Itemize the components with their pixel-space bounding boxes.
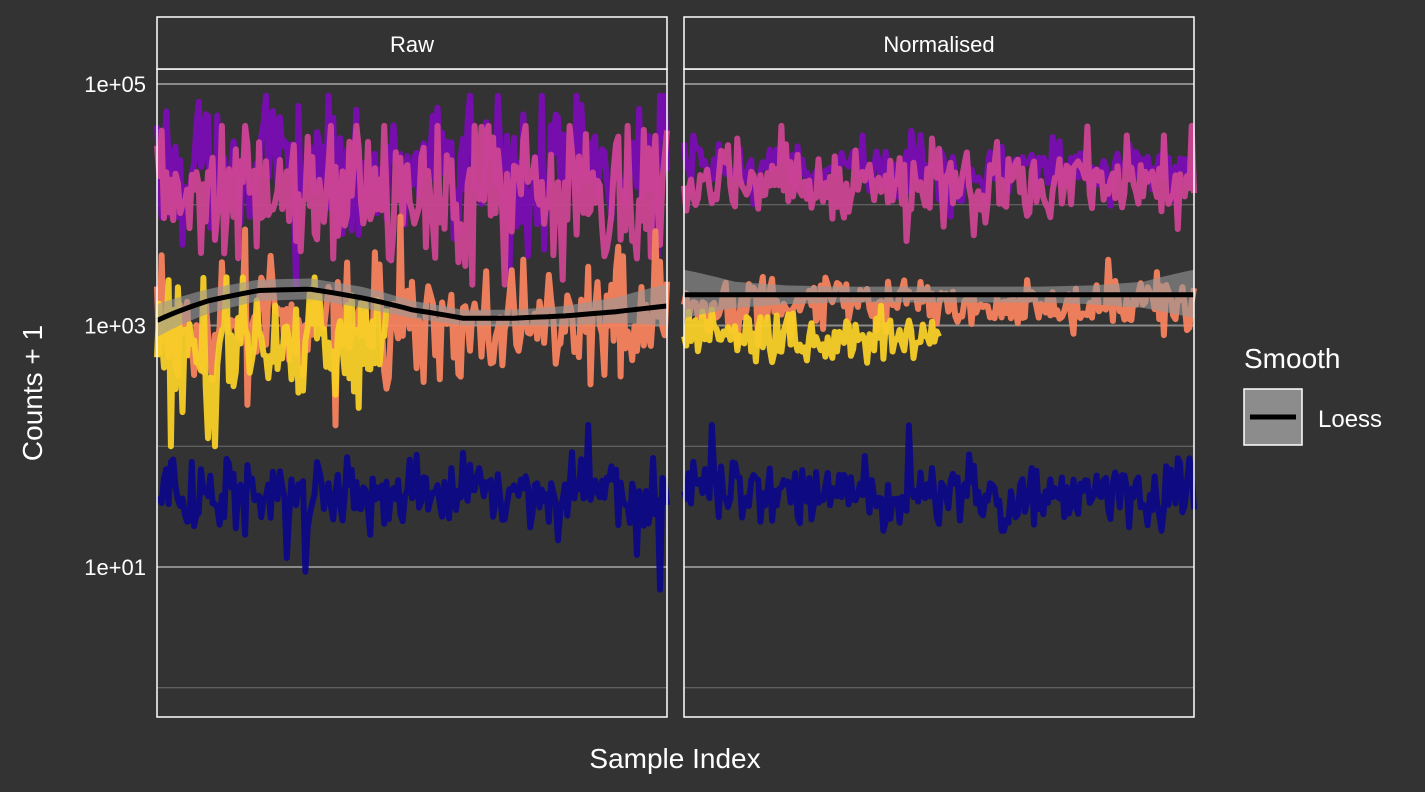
series-line — [681, 302, 942, 366]
facet-panel-normalised: Normalised — [681, 16, 1197, 718]
facet-strip — [683, 16, 1195, 70]
x-axis-title: Sample Index — [589, 743, 760, 774]
series-line — [154, 122, 670, 288]
y-tick-label: 1e+03 — [84, 314, 146, 339]
y-tick-label: 1e+05 — [84, 72, 146, 97]
legend: Smooth Loess — [1243, 343, 1382, 446]
facet-strip-label: Normalised — [883, 32, 994, 57]
series-line — [681, 422, 1197, 534]
facet-loess — [155, 278, 668, 338]
series-line — [154, 274, 390, 450]
facet-strip-label: Raw — [390, 32, 434, 57]
facet-strip — [156, 16, 668, 70]
facet-loess — [684, 269, 1194, 319]
legend-title: Smooth — [1244, 343, 1341, 374]
y-axis: 1e+01 1e+03 1e+05 — [84, 72, 146, 580]
y-axis-title: Counts + 1 — [17, 325, 48, 461]
loess-line — [155, 286, 668, 323]
legend-label: Loess — [1318, 406, 1382, 433]
series-line — [681, 122, 1197, 245]
series-line — [155, 422, 670, 593]
facet-panel-raw: Raw — [154, 16, 670, 718]
y-tick-label: 1e+01 — [84, 555, 146, 580]
